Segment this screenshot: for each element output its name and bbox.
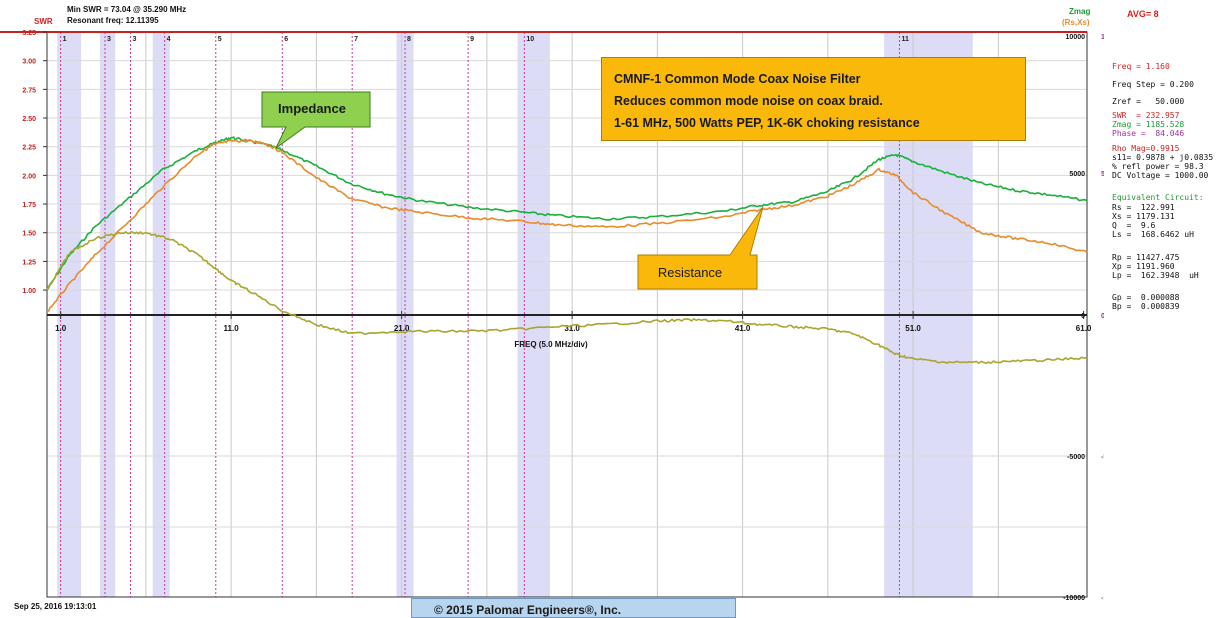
- x-axis-label: FREQ (5.0 MHz/div): [514, 340, 588, 349]
- readout-freq-step: Freq Step = 0.200: [1112, 80, 1194, 89]
- marker-label: 10: [526, 36, 534, 43]
- resonant-freq-text: Resonant freq: 12.11395: [67, 16, 159, 25]
- readout-ls: Ls = 168.6462 uH: [1112, 230, 1194, 239]
- resistance-callout: Resistance: [637, 206, 764, 290]
- phase-tick-label: -50: [1101, 454, 1104, 461]
- swr-tick-label: 1.75: [22, 202, 36, 209]
- readout-gp: Gp = 0.000088: [1112, 293, 1180, 302]
- readout-rs: Rs = 122.991: [1112, 203, 1175, 212]
- readout-s11: s11= 0.9878 + j0.0835: [1112, 153, 1214, 162]
- x-tick-label: 11.0: [224, 324, 240, 333]
- readout-xp: Xp = 1191.960: [1112, 262, 1175, 271]
- readout-freq: Freq = 1.160: [1112, 62, 1170, 71]
- series-line-zmag: [46, 136, 1088, 291]
- resistance-callout-label: Resistance: [658, 265, 722, 280]
- readout-q: Q = 9.6: [1112, 221, 1156, 230]
- impedance-callout-label: Impedance: [278, 101, 346, 116]
- marker-label: 1: [63, 36, 67, 43]
- swr-tick-label: 3.25: [22, 30, 36, 37]
- swr-tick-label: 2.75: [22, 87, 36, 94]
- readout-equiv-title: Equivalent Circuit:: [1112, 193, 1204, 202]
- swr-tick-label: 2.25: [22, 145, 36, 152]
- x-tick-label: 31.0: [564, 324, 580, 333]
- x-tick-label: 51.0: [905, 324, 921, 333]
- swr-tick-label: 1.50: [22, 231, 36, 238]
- impedance-tick-label: -10000: [1063, 595, 1085, 602]
- impedance-tick-label: 0: [1081, 313, 1085, 320]
- readout-phase: Phase = 84.046: [1112, 129, 1185, 138]
- readout-zmag: Zmag = 1185.528: [1112, 120, 1185, 129]
- readout-xs: Xs = 1179.131: [1112, 212, 1175, 221]
- swr-tick-label: 2.50: [22, 116, 36, 123]
- impedance-callout: Impedance: [261, 91, 371, 149]
- marker-label: 9: [470, 36, 474, 43]
- chart: 1 3 3 4 5 6 7 8 9 10 11 3.25 3.00 2.75 2.50 2.25 2.00 1.…: [0, 30, 1104, 611]
- series-line-xs: [46, 230, 1088, 365]
- frequency-markers: 1 3 3 4 5 6 7 8 9 10 11: [60, 32, 909, 597]
- readout-swr: SWR = 232.957: [1112, 111, 1180, 120]
- readout-rp: Rp = 11427.475: [1112, 253, 1180, 262]
- copyright-box: © 2015 Palomar Engineers®, Inc.: [411, 598, 736, 618]
- swr-tick-label: 1.00: [22, 288, 36, 295]
- x-tick-label: 1.0: [55, 324, 67, 333]
- timestamp: Sep 25, 2016 19:13:01: [14, 602, 97, 611]
- phase-tick-label: 50: [1101, 171, 1104, 178]
- tick-labels: 3.253.002.752.502.252.001.751.501.251.00…: [22, 30, 1104, 602]
- impedance-tick-label: 10000: [1066, 34, 1086, 41]
- phase-tick-label: 100: [1101, 34, 1104, 41]
- marker-label: 3: [107, 36, 111, 43]
- x-tick-label: 61.0: [1076, 324, 1092, 333]
- phase-tick-label: -100: [1101, 595, 1104, 602]
- swr-tick-label: 3.00: [22, 59, 36, 66]
- impedance-tick-label: -5000: [1067, 454, 1085, 461]
- product-info-box: CMNF-1 Common Mode Coax Noise Filter Red…: [601, 57, 1026, 141]
- marker-label: 6: [284, 36, 288, 43]
- axes: [0, 31, 1088, 598]
- marker-label: 5: [218, 36, 222, 43]
- readout-zref: Zref = 50.000: [1112, 97, 1185, 106]
- marker-label: 4: [167, 36, 171, 43]
- marker-label: 7: [354, 36, 358, 43]
- readout-lp: Lp = 162.3948 uH: [1112, 271, 1199, 280]
- info-line-2: Reduces common mode noise on coax braid.: [614, 94, 883, 108]
- marker-label: 11: [901, 36, 909, 43]
- swr-tick-label: 2.00: [22, 173, 36, 180]
- readout-rho-mag: Rho Mag=0.9915: [1112, 144, 1180, 153]
- marker-label: 3: [133, 36, 137, 43]
- marker-label: 8: [407, 36, 411, 43]
- rs-xs-axis-label: (Rs,Xs): [1062, 18, 1090, 27]
- readout-refl-power: % refl power = 98.3: [1112, 162, 1204, 171]
- swr-axis-label: SWR: [34, 17, 53, 26]
- x-tick-label: 41.0: [735, 324, 751, 333]
- readout-dc-voltage: DC Voltage = 1000.00: [1112, 171, 1209, 180]
- copyright-text: © 2015 Palomar Engineers®, Inc.: [434, 603, 622, 617]
- phase-tick-label: 0: [1101, 313, 1104, 320]
- impedance-tick-label: 5000: [1069, 171, 1085, 178]
- info-line-1: CMNF-1 Common Mode Coax Noise Filter: [614, 72, 861, 86]
- info-line-3: 1-61 MHz, 500 Watts PEP, 1K-6K choking r…: [614, 116, 920, 130]
- x-tick-label: 21.0: [394, 324, 410, 333]
- readout-panel: Freq = 1.160 Freq Step = 0.200 Zref = 50…: [1104, 0, 1221, 611]
- swr-tick-label: 1.25: [22, 259, 36, 266]
- zmag-axis-label: Zmag: [1069, 7, 1091, 16]
- avg-text: AVG= 8: [1127, 9, 1159, 19]
- min-swr-text: Min SWR = 73.04 @ 35.290 MHz: [67, 5, 187, 14]
- series-lines: [46, 136, 1088, 365]
- readout-bp: Bp = 0.000839: [1112, 302, 1180, 311]
- series-line-rs: [46, 138, 1088, 312]
